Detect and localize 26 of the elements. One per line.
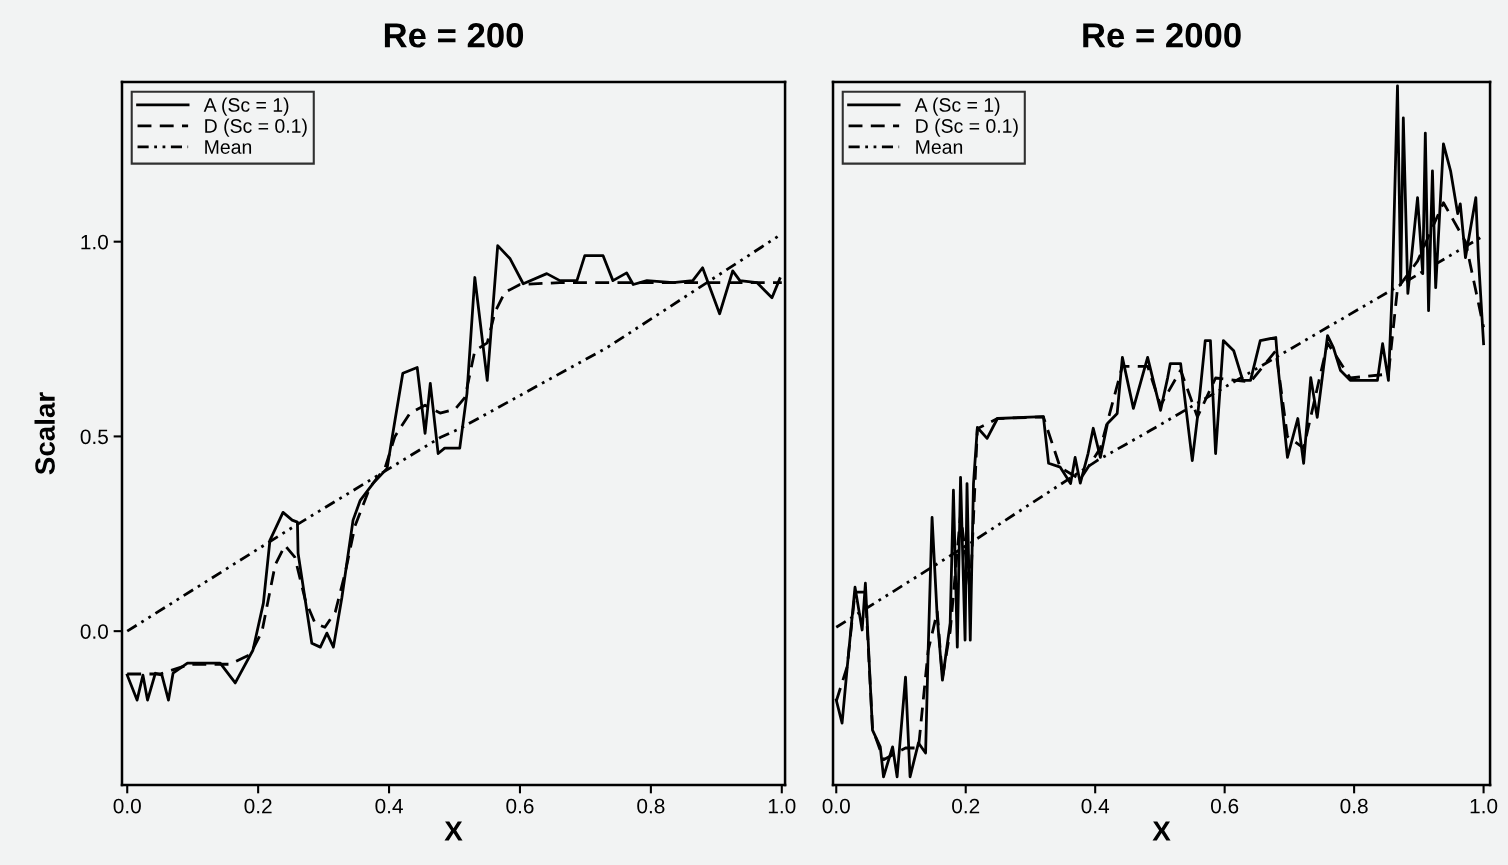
y-axis-title: Scalar — [34, 392, 55, 475]
x-tick-label: 0.8 — [637, 798, 665, 814]
legend-label: A (Sc = 1) — [203, 97, 289, 116]
x-tick-label: 0.4 — [375, 798, 403, 814]
x-tick-label: 0.2 — [244, 798, 272, 814]
x-tick-label: 0.0 — [822, 798, 850, 814]
x-tick-label: 0.0 — [113, 798, 141, 814]
legend-label: Mean — [916, 140, 963, 154]
x-tick-label: 1.0 — [1470, 798, 1498, 814]
y-tick-label: 0.0 — [80, 624, 108, 639]
x-tick-label: 1.0 — [768, 798, 796, 814]
legend-label: A (Sc = 1) — [914, 97, 1000, 116]
x-axis-title: X — [444, 821, 463, 841]
x-tick-label: 0.8 — [1340, 798, 1368, 814]
legend-label: D (Sc = 0.1) — [205, 118, 307, 137]
x-tick-label: 0.6 — [506, 798, 534, 814]
x-axis-title: X — [1152, 821, 1171, 841]
x-tick-label: 0.2 — [952, 798, 980, 814]
x-tick-label: 0.4 — [1081, 798, 1110, 814]
chart-title: Re = 200 — [384, 23, 524, 48]
y-tick-label: 1.0 — [81, 234, 108, 250]
x-tick-label: 0.6 — [1210, 798, 1239, 814]
legend-label: D (Sc = 0.1) — [916, 118, 1018, 137]
chart-title: Re = 2000 — [1083, 23, 1241, 48]
y-tick-label: 0.5 — [80, 429, 108, 445]
legend-label: Mean — [205, 140, 252, 154]
